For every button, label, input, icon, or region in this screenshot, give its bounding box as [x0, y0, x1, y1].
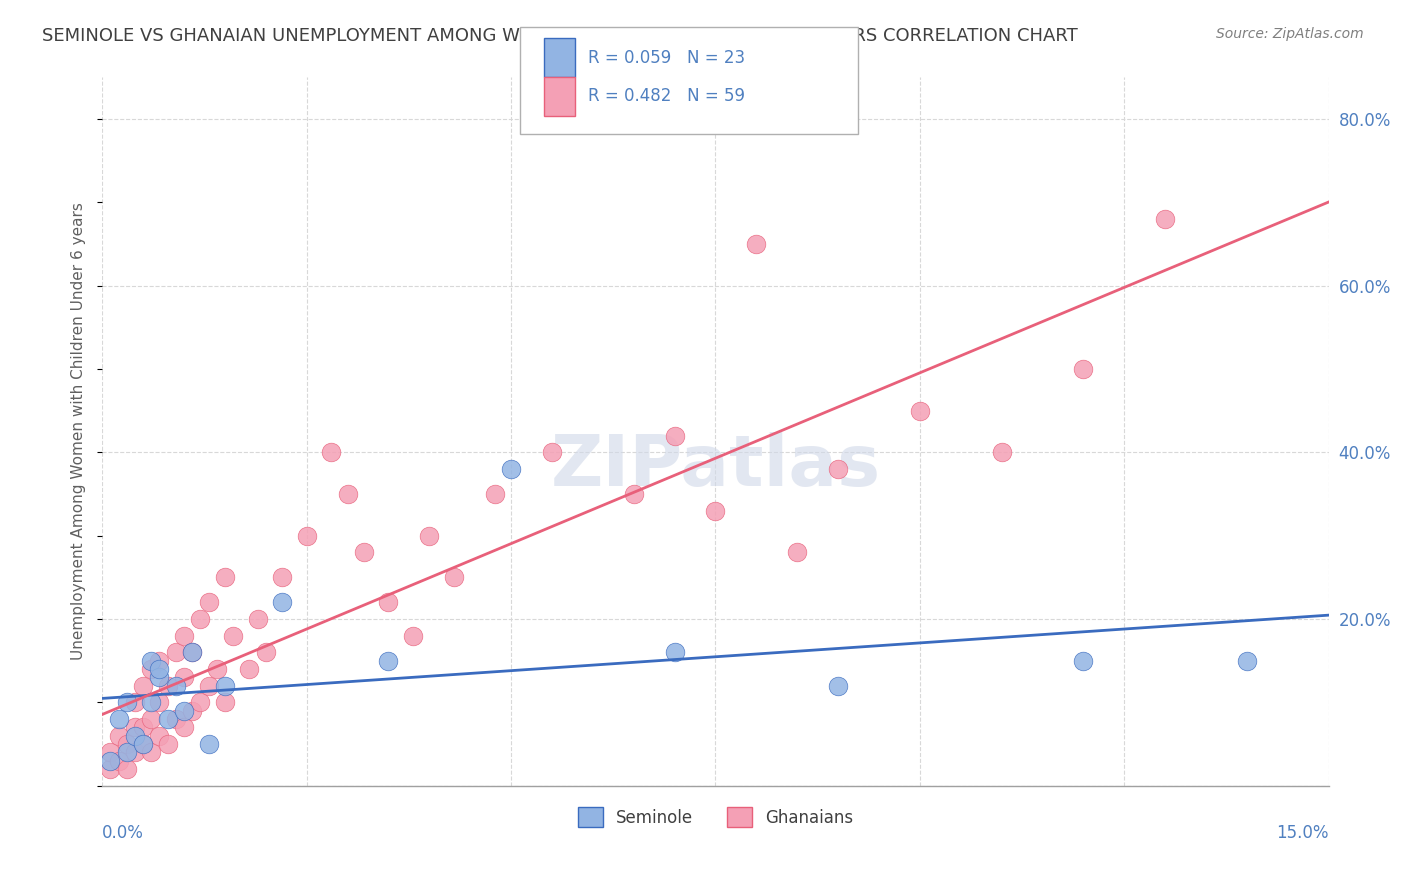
Text: Source: ZipAtlas.com: Source: ZipAtlas.com	[1216, 27, 1364, 41]
Point	[100, 762, 122, 776]
Point	[271, 570, 294, 584]
Point	[246, 612, 269, 626]
Point	[336, 487, 359, 501]
Point	[990, 445, 1012, 459]
Text: R = 0.059   N = 23: R = 0.059 N = 23	[588, 49, 745, 67]
Point	[377, 595, 399, 609]
Text: 0.0%: 0.0%	[103, 824, 143, 842]
Point	[173, 670, 195, 684]
Point	[148, 654, 170, 668]
Point	[745, 237, 768, 252]
Point	[115, 737, 138, 751]
Point	[197, 679, 219, 693]
Point	[124, 720, 146, 734]
Point	[173, 629, 195, 643]
Point	[188, 612, 211, 626]
Point	[541, 445, 564, 459]
Point	[141, 662, 163, 676]
Point	[321, 445, 343, 459]
Point	[377, 654, 399, 668]
Point	[1073, 654, 1095, 668]
Point	[214, 679, 236, 693]
Point	[418, 528, 440, 542]
Point	[173, 720, 195, 734]
Point	[156, 712, 179, 726]
Point	[165, 645, 187, 659]
Point	[353, 545, 375, 559]
Point	[141, 695, 163, 709]
Point	[197, 737, 219, 751]
Point	[132, 737, 155, 751]
Point	[148, 729, 170, 743]
Point	[214, 570, 236, 584]
Point	[402, 629, 425, 643]
Point	[238, 662, 260, 676]
Point	[484, 487, 506, 501]
Point	[141, 712, 163, 726]
Point	[107, 729, 129, 743]
Text: R = 0.482   N = 59: R = 0.482 N = 59	[588, 87, 745, 105]
Point	[181, 645, 204, 659]
Point	[132, 737, 155, 751]
Point	[181, 645, 204, 659]
Point	[124, 729, 146, 743]
Point	[827, 679, 849, 693]
Point	[132, 679, 155, 693]
Point	[165, 679, 187, 693]
Point	[141, 745, 163, 759]
Point	[181, 704, 204, 718]
Point	[148, 662, 170, 676]
Point	[827, 462, 849, 476]
Point	[664, 645, 686, 659]
Point	[165, 712, 187, 726]
Point	[908, 403, 931, 417]
Point	[443, 570, 465, 584]
Point	[107, 712, 129, 726]
Point	[124, 745, 146, 759]
Point	[623, 487, 645, 501]
Point	[1154, 212, 1177, 227]
Point	[222, 629, 245, 643]
Point	[295, 528, 318, 542]
Point	[132, 720, 155, 734]
Point	[115, 762, 138, 776]
Point	[197, 595, 219, 609]
Point	[148, 670, 170, 684]
Text: ZIPatlas: ZIPatlas	[550, 433, 880, 501]
Point	[254, 645, 277, 659]
Point	[100, 745, 122, 759]
Point	[107, 754, 129, 768]
Point	[704, 503, 727, 517]
Point	[115, 745, 138, 759]
Y-axis label: Unemployment Among Women with Children Under 6 years: Unemployment Among Women with Children U…	[72, 202, 86, 660]
Point	[124, 695, 146, 709]
Point	[173, 704, 195, 718]
Legend: Seminole, Ghanaians: Seminole, Ghanaians	[571, 800, 860, 834]
Point	[1073, 362, 1095, 376]
Point	[156, 737, 179, 751]
Point	[1236, 654, 1258, 668]
Point	[214, 695, 236, 709]
Point	[499, 462, 522, 476]
Point	[100, 754, 122, 768]
Point	[115, 695, 138, 709]
Point	[786, 545, 808, 559]
Point	[141, 654, 163, 668]
Point	[205, 662, 228, 676]
Text: SEMINOLE VS GHANAIAN UNEMPLOYMENT AMONG WOMEN WITH CHILDREN UNDER 6 YEARS CORREL: SEMINOLE VS GHANAIAN UNEMPLOYMENT AMONG …	[42, 27, 1078, 45]
Text: 15.0%: 15.0%	[1277, 824, 1329, 842]
Point	[664, 428, 686, 442]
Point	[188, 695, 211, 709]
Point	[271, 595, 294, 609]
Point	[148, 695, 170, 709]
Point	[156, 679, 179, 693]
